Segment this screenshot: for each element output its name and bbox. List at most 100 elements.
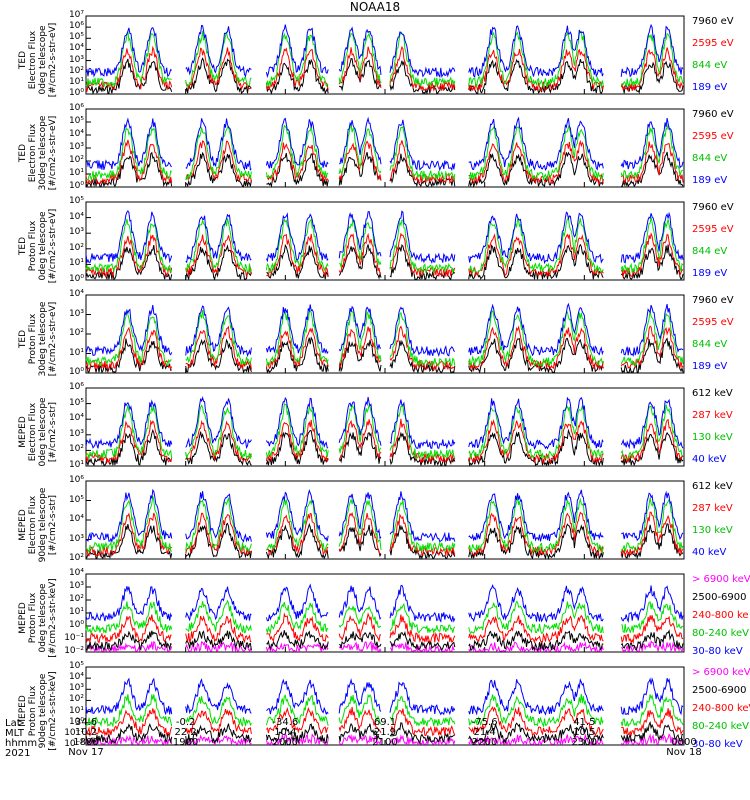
series-240-800kev-trace: [85, 706, 684, 738]
y-tick-label: 10⁵: [68, 116, 84, 126]
panel-1: TED Electron Flux 0deg telescope [#/cm2-s-s…: [0, 10, 750, 107]
legend-entry: 844 eV: [692, 60, 728, 71]
series-channel-2-trace: [85, 402, 684, 461]
legend-entry: 240-800 keV: [692, 703, 750, 714]
y-tick-label: 10¹: [68, 258, 84, 269]
legend-entry: 7960 eV: [692, 109, 734, 120]
legend-entry: 80-240 keV: [692, 628, 750, 639]
panel-6: MEPED Electron Flux 90deg telescope [#/cm2-…: [0, 475, 750, 572]
series-channel-2-trace: [85, 309, 684, 368]
legend-entry: 30-80 keV: [692, 739, 743, 750]
chart-title: NOAA18: [349, 0, 401, 14]
x-axis-lat-value: 41.5: [573, 717, 596, 728]
legend-entry: 844 eV: [692, 246, 728, 257]
legend-entry: 612 keV: [692, 388, 733, 399]
x-row-label: 2021: [5, 748, 31, 759]
panel-3: TED Proton Flux 0deg telescope [#/cm2-s-str…: [0, 196, 750, 293]
legend-entry: 2500-6900: [692, 685, 747, 696]
y-tick-label: 10²: [68, 242, 84, 253]
x-axis-lat-value: 34.6: [74, 717, 98, 728]
y-tick-label: 10²: [68, 328, 84, 338]
plot-frame: [85, 294, 685, 374]
series-30-80kev-trace: [85, 677, 684, 716]
legend-entry: 287 keV: [692, 410, 733, 421]
y-tick-label: 10³: [68, 581, 84, 591]
y-tick-label: 10⁻¹: [64, 727, 84, 738]
series-channel-2-trace: [85, 217, 684, 275]
plot-area: [85, 201, 685, 281]
legend-entry: 7960 eV: [692, 16, 734, 27]
legend-entry: 40 keV: [692, 454, 727, 465]
series-channel-2-trace: [85, 30, 684, 89]
plot-area: [85, 15, 685, 96]
x-axis-hhmm-value: 2100: [372, 737, 398, 748]
legend-entry: 189 eV: [692, 268, 728, 279]
legend-entry: > 6900 keV: [692, 574, 750, 585]
y-tick-label: 10⁵: [68, 494, 84, 505]
x-axis-mlt-value: 10.2: [74, 727, 98, 738]
series-channel-1-trace: [85, 210, 684, 265]
panel-5: MEPED Electron Flux 0deg telescope [#/cm2-s…: [0, 382, 750, 479]
y-tick-label: 10⁰: [68, 620, 84, 630]
y-tick-label: 10³: [68, 308, 84, 319]
series-channel-2-trace: [85, 122, 684, 181]
y-tick-label: 10¹: [68, 168, 84, 178]
series-240-800kev-trace: [85, 612, 684, 645]
y-tick-label: 10²: [68, 594, 84, 604]
y-tick-label: 10²: [68, 155, 84, 165]
legend-entry: 130 keV: [692, 432, 733, 443]
y-tick-label: 10³: [68, 54, 84, 65]
legend-entry: 2595 eV: [692, 131, 734, 142]
legend-entry: 189 eV: [692, 361, 728, 372]
series-channel-4-trace: [85, 151, 684, 189]
legend-entry: 130 keV: [692, 525, 733, 536]
y-tick-label: 10³: [68, 227, 84, 238]
plot-area: [85, 480, 685, 561]
series-channel-2-trace: [85, 496, 684, 554]
x-axis-mlt-value: 21.9: [373, 727, 397, 738]
legend-entry: 240-800 ke: [692, 610, 749, 621]
series-channel-4-trace: [85, 336, 684, 374]
y-tick-label: 10⁴: [68, 568, 84, 578]
y-tick-label: 10¹: [68, 76, 84, 87]
legend-entry: 80-240 keV: [692, 721, 750, 732]
series-channel-3-trace: [85, 418, 684, 465]
y-tick-label: 10³: [68, 142, 84, 152]
y-tick-label: 10⁻¹: [64, 633, 84, 643]
y-tick-label: 10⁻²: [64, 739, 84, 749]
x-axis-hhmm-value: 2300: [571, 737, 598, 748]
y-tick-label: 10⁴: [68, 514, 84, 524]
x-axis-hhmm-value: 1800: [73, 737, 99, 748]
y-tick-label: 10⁰: [68, 716, 84, 727]
plot-frame: [85, 573, 685, 653]
legend-entry: 189 eV: [692, 175, 728, 186]
y-tick-label: 10⁵: [68, 32, 84, 43]
series-channel-4-trace: [85, 57, 684, 96]
legend-entry: 2595 eV: [692, 317, 734, 328]
y-tick-label: 10⁵: [68, 661, 84, 671]
plot-area: [85, 666, 685, 747]
legend-entry: > 6900 keV: [692, 667, 750, 678]
y-tick-label: 10¹: [68, 607, 84, 617]
y-tick-label: 10²: [68, 444, 84, 455]
x-axis-hhmm-value: 2000: [272, 737, 299, 748]
y-tick-label: 10⁰: [68, 181, 84, 191]
y-tick-label: 10²: [68, 694, 84, 705]
y-tick-label: 10⁴: [68, 672, 84, 683]
y-tick-label: 10⁶: [68, 475, 84, 485]
series-channel-4-trace: [85, 522, 684, 561]
series-gt-6900kev-trace: [85, 639, 684, 654]
panel-8: MEPED Proton Flux 90deg telescope [#/cm2-s-…: [0, 661, 750, 758]
legend-entry: 2595 eV: [692, 38, 734, 49]
y-tick-label: 10⁵: [68, 196, 84, 206]
x-axis-date-value: Nov 18: [666, 747, 702, 758]
series-80-240kev-trace: [85, 599, 684, 635]
legend-entry: 2500-6900: [692, 592, 747, 603]
legend-entry: 844 eV: [692, 339, 728, 350]
y-tick-label: 10⁴: [68, 413, 84, 424]
plot-frame: [85, 201, 685, 281]
panel-7: MEPED Proton Flux 0deg telescope [#/cm2-s-s…: [0, 568, 750, 665]
series-channel-1-trace: [85, 488, 684, 544]
legend-entry: 189 eV: [692, 82, 728, 93]
y-tick-label: 10⁻²: [64, 646, 84, 656]
